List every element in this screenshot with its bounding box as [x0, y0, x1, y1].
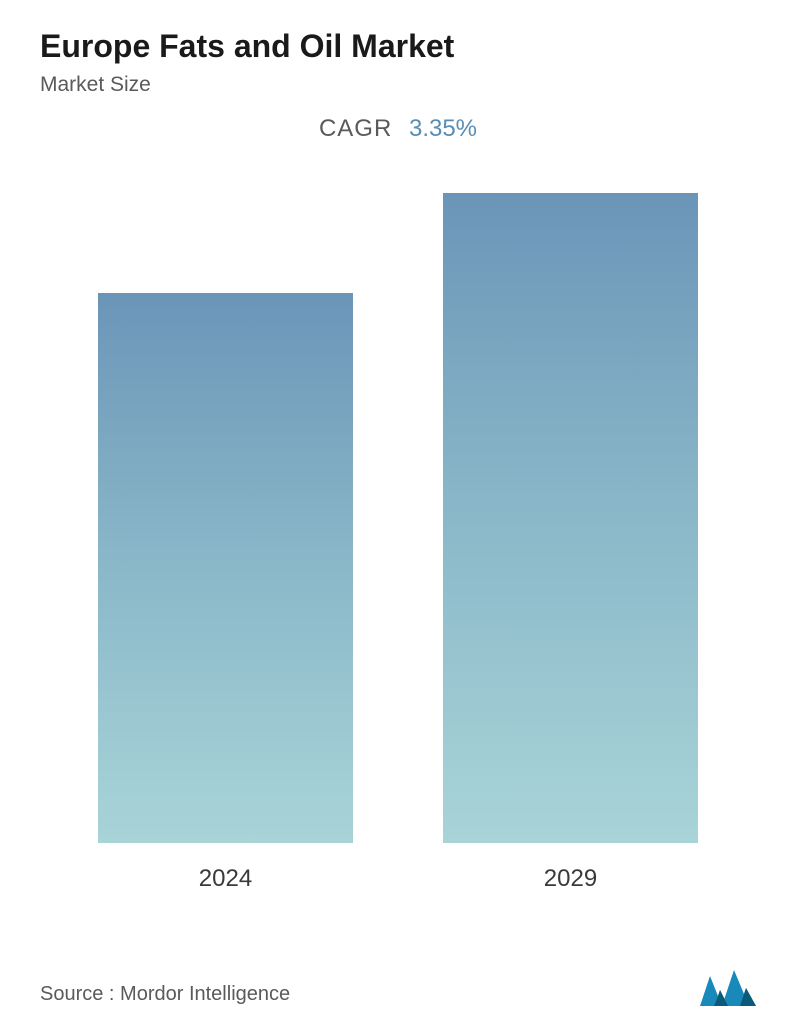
bar-0: [98, 293, 353, 843]
bar-label-1: 2029: [544, 865, 597, 893]
bar-chart: 2024 2029: [40, 193, 756, 893]
cagr-row: CAGR 3.35%: [40, 115, 756, 143]
bar-label-0: 2024: [199, 865, 252, 893]
bar-group-0: 2024: [98, 293, 353, 893]
page-subtitle: Market Size: [40, 73, 756, 97]
source-text: Source : Mordor Intelligence: [40, 983, 290, 1006]
page-title: Europe Fats and Oil Market: [40, 28, 756, 65]
bar-group-1: 2029: [443, 193, 698, 893]
mordor-logo-icon: [700, 968, 756, 1006]
cagr-value: 3.35%: [409, 115, 477, 142]
cagr-label: CAGR: [319, 115, 392, 142]
footer: Source : Mordor Intelligence: [40, 968, 756, 1006]
bar-1: [443, 193, 698, 843]
